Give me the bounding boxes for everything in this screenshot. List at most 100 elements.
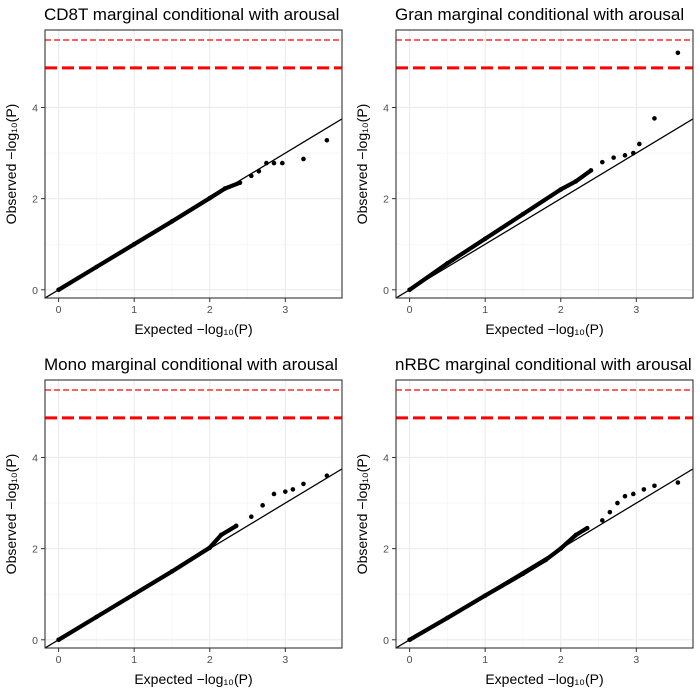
x-tick-label: 2 xyxy=(207,654,213,666)
x-tick-label: 0 xyxy=(407,654,413,666)
observed-point xyxy=(558,187,564,192)
observed-point xyxy=(271,160,277,166)
observed-point xyxy=(283,489,288,494)
panel-border xyxy=(44,379,343,649)
x-tick-label: 2 xyxy=(558,304,564,316)
observed-point xyxy=(249,173,254,179)
chart-panel-1: 0 1 2 3 0 2 4 CD8T marginal conditional with ar… xyxy=(3,5,343,337)
diagonal-reference-line xyxy=(396,118,693,298)
observed-point xyxy=(131,591,137,597)
y-tick-label: 4 xyxy=(32,102,38,114)
y-tick-label: 0 xyxy=(32,635,38,647)
x-tick-label: 1 xyxy=(131,654,137,666)
observed-point xyxy=(482,236,488,242)
chart-panel-4: 0 1 2 3 0 2 4 nRBC marginal conditional with ar… xyxy=(354,355,694,687)
plot-area xyxy=(45,380,342,648)
observed-point xyxy=(445,261,450,266)
observed-point xyxy=(407,637,412,643)
observed-point xyxy=(207,195,213,201)
plot-area xyxy=(45,30,342,298)
panel-border xyxy=(44,29,343,299)
observed-point xyxy=(615,500,620,506)
x-axis-label: Expected −log₁₀(P) xyxy=(134,671,252,687)
observed-point xyxy=(222,186,228,191)
observed-point xyxy=(324,137,330,143)
plot-area xyxy=(396,380,693,648)
observed-point xyxy=(301,156,306,162)
observed-point xyxy=(301,481,306,487)
observed-point xyxy=(94,264,99,270)
observed-point xyxy=(611,155,616,160)
panel-background xyxy=(45,380,342,648)
observed-point xyxy=(584,525,590,531)
observed-point xyxy=(482,593,488,598)
y-axis-label: Observed −log₁₀(P) xyxy=(3,104,19,225)
y-tick-label: 2 xyxy=(32,194,38,206)
x-tick-label: 3 xyxy=(633,654,639,666)
y-tick-label: 2 xyxy=(383,194,389,206)
observed-point xyxy=(271,491,277,497)
observed-point xyxy=(279,160,285,166)
chart-panel-3: 0 1 2 3 0 2 4 Mono marginal conditional with ar… xyxy=(3,355,343,687)
observed-point xyxy=(324,473,330,479)
chart-title: nRBC marginal conditional with arousal xyxy=(395,355,692,374)
observed-point xyxy=(94,614,99,620)
y-axis-label: Observed −log₁₀(P) xyxy=(354,104,370,225)
y-tick-label: 4 xyxy=(383,102,389,114)
x-tick-label: 2 xyxy=(558,654,564,666)
observed-point xyxy=(652,483,657,489)
observed-point xyxy=(622,153,628,158)
y-tick-label: 0 xyxy=(383,635,389,647)
chart-title: Gran marginal conditional with arousal xyxy=(395,5,684,24)
observed-point xyxy=(169,569,175,574)
observed-point xyxy=(558,546,564,551)
x-axis-label: Expected −log₁₀(P) xyxy=(485,321,603,337)
x-tick-label: 1 xyxy=(131,304,137,316)
observed-point xyxy=(630,491,636,497)
observed-point xyxy=(607,509,613,515)
observed-point xyxy=(56,287,61,293)
x-tick-label: 3 xyxy=(282,304,288,316)
observed-point xyxy=(264,160,269,166)
observed-point xyxy=(641,487,647,492)
observed-point xyxy=(622,493,628,499)
chart-title: Mono marginal conditional with arousal xyxy=(44,355,338,374)
y-tick-label: 0 xyxy=(32,285,38,297)
observed-point xyxy=(637,141,642,147)
observed-point xyxy=(543,557,548,563)
y-axis-label: Observed −log₁₀(P) xyxy=(354,454,370,575)
x-tick-label: 2 xyxy=(207,304,213,316)
y-tick-label: 4 xyxy=(383,452,389,464)
panel-border xyxy=(395,29,694,299)
chart-panel-2: 0 1 2 3 0 2 4 Gran marginal conditional with ar… xyxy=(354,5,694,337)
observed-point xyxy=(131,241,137,247)
observed-point xyxy=(237,180,243,185)
y-tick-label: 2 xyxy=(383,544,389,556)
observed-point xyxy=(630,150,636,156)
x-tick-label: 0 xyxy=(56,304,62,316)
observed-point xyxy=(573,532,579,538)
panel-background xyxy=(396,380,693,648)
observed-point xyxy=(652,116,657,121)
observed-point xyxy=(520,571,526,577)
observed-points-trace xyxy=(407,526,590,642)
y-tick-label: 2 xyxy=(32,544,38,556)
observed-point xyxy=(573,179,579,184)
observed-point xyxy=(290,487,296,492)
observed-point xyxy=(600,159,605,165)
observed-point xyxy=(169,219,175,224)
x-tick-label: 3 xyxy=(282,654,288,666)
observed-point xyxy=(520,211,526,217)
observed-point xyxy=(600,518,605,523)
y-tick-label: 4 xyxy=(32,452,38,464)
observed-point xyxy=(249,514,254,520)
x-axis-label: Expected −log₁₀(P) xyxy=(485,671,603,687)
observed-point xyxy=(256,168,262,174)
x-tick-label: 1 xyxy=(482,304,488,316)
x-tick-label: 3 xyxy=(633,304,639,316)
chart-title: CD8T marginal conditional with arousal xyxy=(44,5,339,24)
observed-point xyxy=(207,545,213,551)
panel-background xyxy=(45,30,342,298)
observed-point xyxy=(407,287,412,293)
